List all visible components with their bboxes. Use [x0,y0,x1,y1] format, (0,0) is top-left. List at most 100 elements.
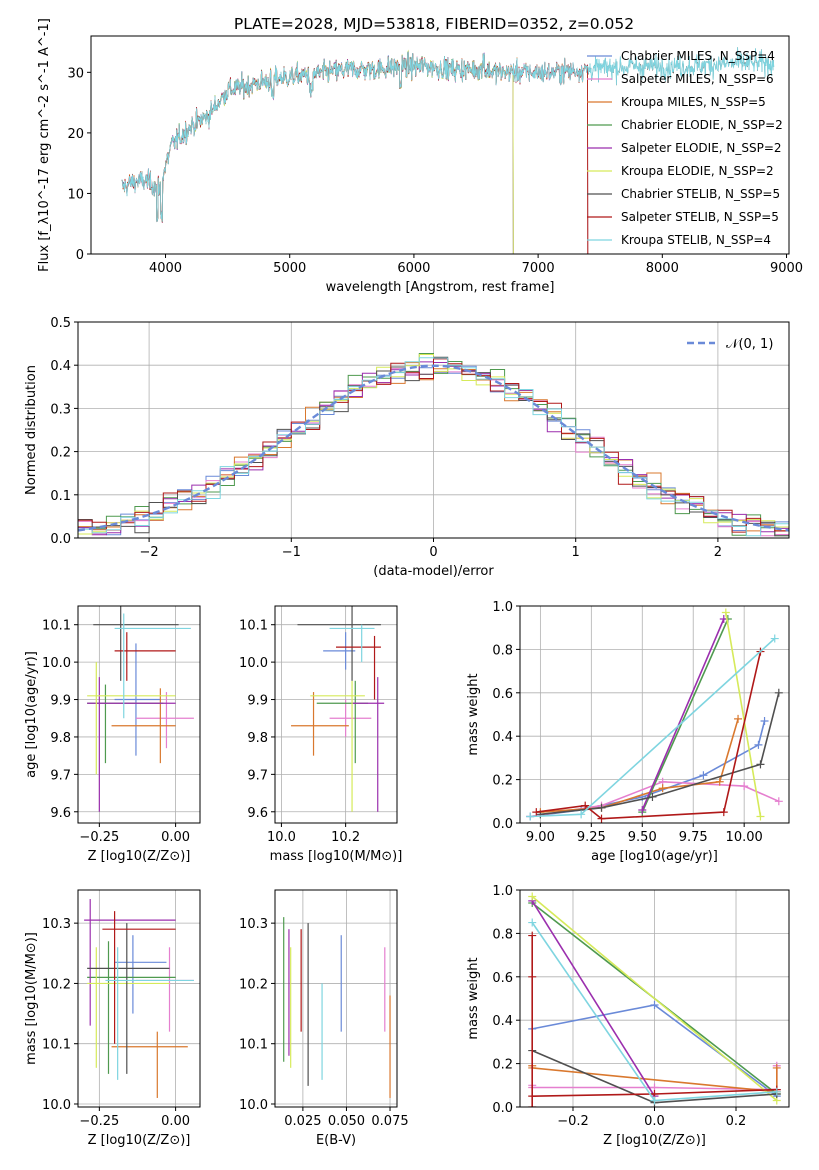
legend-label: Kroupa MILES, N_SSP=5 [621,95,766,109]
x-tick-label: 5000 [273,261,306,276]
y-tick-label: 10.1 [42,619,71,634]
y-axis-label: Flux [f_λ10^-17 erg cm^-2 s^-1 A^-1] [37,18,52,272]
x-tick-label: 9.00 [526,830,555,845]
x-tick-label: 8000 [646,261,679,276]
plot-area [87,606,194,812]
legend-label: Chabrier ELODIE, N_SSP=2 [621,118,783,132]
legend-label: Chabrier STELIB, N_SSP=5 [621,187,780,201]
y-tick-label: 0.6 [492,687,513,702]
x-tick-label: 6000 [397,261,430,276]
weight-line-chabrier_elodie [641,618,729,813]
y-tick-label: 9.6 [50,806,71,821]
legend-label: Chabrier MILES, N_SSP=4 [621,49,775,63]
weight-point-salpeter_stelib [581,801,590,810]
y-tick-label: 10.0 [42,1098,71,1113]
age_vs_mass-chart: 10.0 10.2 9.6 9.7 9.8 9.9 10.0 10.1 mass [log10(… [239,605,403,864]
y-tick-label: 9.7 [247,768,268,783]
plot-frame [90,35,790,255]
weight-point-salpeter_miles [774,797,783,806]
y-tick-label: 0.0 [492,1101,513,1116]
plot-frame [274,889,398,1108]
weight-line-salpeter_stelib [531,935,777,1107]
weight-point-chabrier_stelib [774,688,783,697]
spectrum-line-salpeter_miles [121,51,589,254]
y-axis-label: mass [log10(M/M⊙)] [24,932,39,1065]
x-tick-label: −0.2 [557,1114,589,1129]
x-tick-label: 0.0 [644,1114,665,1129]
spectrum-line-chabrier_elodie [152,52,514,254]
y-tick-label: 0.3 [50,402,71,417]
y-tick-label: 9.8 [247,731,268,746]
y-tick-label: 0.4 [492,1014,513,1029]
y-tick-label: 0.2 [492,1058,513,1073]
x-axis-label: (data-model)/error [373,564,494,579]
y-tick-label: 1.0 [492,884,513,899]
spectrum-line-kroupa_miles [121,51,589,254]
weight-point-salpeter_elodie [638,805,647,814]
x-tick-label: −1 [282,545,301,560]
y-tick-label: 10.1 [239,619,268,634]
legend-label: Salpeter ELODIE, N_SSP=2 [621,141,782,155]
weight-line-kroupa_elodie [531,895,778,1102]
plot-area [283,917,391,1098]
y-tick-label: 9.9 [247,694,268,709]
y-tick-label: 10.3 [239,917,268,932]
plot-area [84,899,194,1098]
y-tick-label: 0.2 [50,446,71,461]
histogram-kroupa_stelib [78,357,789,537]
chart-title: PLATE=2028, MJD=53818, FIBERID=0352, z=0… [234,15,634,33]
weight-point-kroupa_stelib [770,634,779,643]
x-tick-label: 10.00 [726,830,763,845]
weight-point-salpeter_stelib [528,972,537,981]
plot-frame [77,605,201,824]
spectrum-chart: 4000 5000 6000 7000 8000 9000 0 10 20 30 wavelengt… [37,18,803,295]
y-axis-label: mass weight [466,957,481,1039]
age_vs_Z-chart: −0.25 0.00 9.6 9.7 9.8 9.9 10.0 10.1 Z [log10(Z/… [24,605,201,864]
mass_vs_Z-chart: −0.25 0.00 10.0 10.1 10.2 10.3 Z [log10(Z/Z⊙)]… [24,889,201,1148]
weight-point-kroupa_miles [772,1063,781,1072]
weight-point-kroupa_stelib [772,1087,781,1096]
weight-point-chabrier_stelib [756,760,765,769]
weight-point-chabrier_miles [754,740,763,749]
y-tick-label: 0.1 [50,489,71,504]
x-tick-label: −0.25 [79,830,119,845]
plot-frame [519,605,790,824]
plot-frame [77,321,790,539]
y-tick-label: 9.8 [50,731,71,746]
x-tick-label: 0.050 [328,1114,365,1129]
weight-point-chabrier_miles [699,771,708,780]
x-tick-label: 9.50 [628,830,657,845]
y-tick-label: 0.0 [50,532,71,547]
spectrum-line-kroupa_elodie [152,49,514,254]
x-tick-label: 4000 [149,261,182,276]
plot-area [528,892,781,1107]
y-tick-label: 0.5 [50,316,71,331]
y-tick-label: 1.0 [492,600,513,615]
y-tick-label: 10.1 [42,1038,71,1053]
x-tick-label: 0.00 [161,830,190,845]
weight-point-kroupa_stelib [526,812,535,821]
x-axis-label: Z [log10(Z/Z⊙)] [603,1133,706,1148]
x-axis-label: mass [log10(M/M⊙)] [270,849,403,864]
weight-point-kroupa_miles [658,784,667,793]
weight-line-salpeter_elodie [641,618,725,811]
plot-area [121,47,775,254]
weight-line-kroupa_elodie [725,612,762,817]
weight-point-chabrier_miles [760,717,769,726]
gaussian-curve [78,364,789,532]
weight-point-chabrier_stelib [597,803,606,812]
x-axis-label: Z [log10(Z/Z⊙)] [88,1133,191,1148]
y-tick-label: 9.6 [247,806,268,821]
y-tick-label: 0.6 [492,971,513,986]
weight-point-kroupa_miles [734,714,743,723]
y-tick-label: 10.3 [42,917,71,932]
plot-frame [77,889,201,1108]
y-tick-label: 9.7 [50,768,71,783]
x-tick-label: 9000 [770,261,803,276]
y-tick-label: 0.4 [50,359,71,374]
weight-point-salpeter_stelib [528,1103,537,1107]
spectrum-line-salpeter_elodie [152,50,514,254]
weight-point-salpeter_stelib [528,931,537,940]
x-tick-label: 9.75 [679,830,708,845]
